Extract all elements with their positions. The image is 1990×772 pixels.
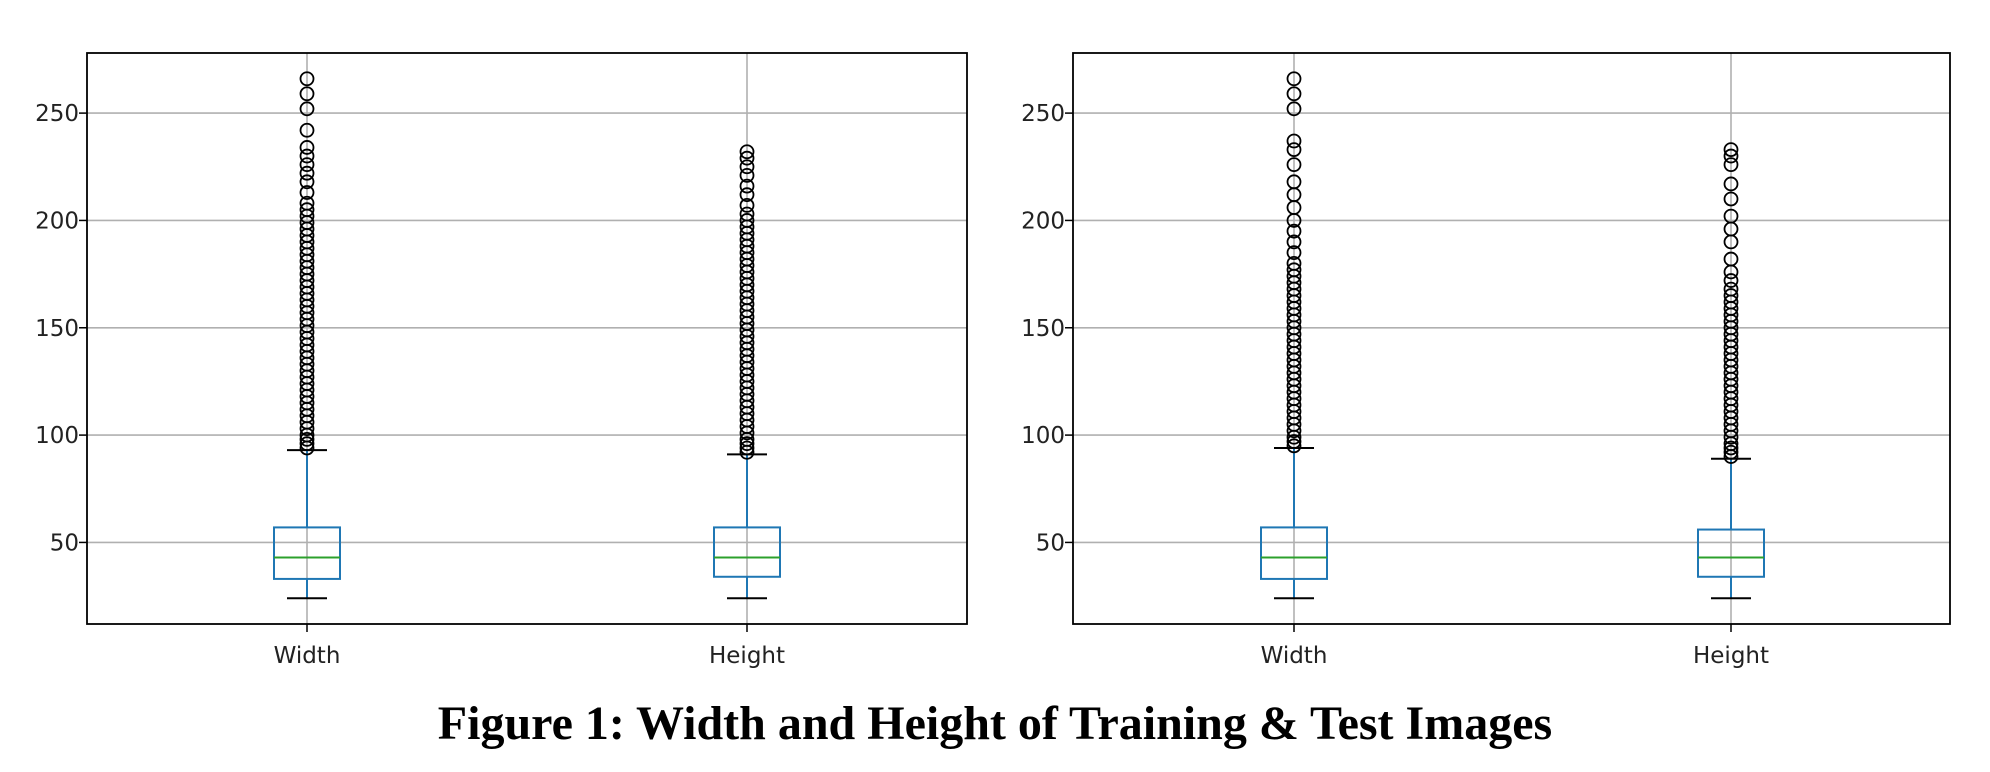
panel2-y-tick-label: 250: [1021, 101, 1065, 127]
panel2-axes-frame: [1072, 52, 1951, 625]
panel2-height-outlier-point: [1723, 157, 1739, 173]
panel1-width-outlier-point: [299, 436, 315, 452]
panel2-y-tick-label: 50: [1036, 530, 1065, 556]
panel2-height-outlier-point: [1723, 281, 1739, 297]
panel1-width-outlier-point: [299, 185, 315, 200]
panel2-width-outlier-point: [1286, 157, 1302, 173]
panel2-width-outlier-point: [1286, 101, 1302, 117]
panel2-width-outlier-point: [1286, 86, 1302, 102]
panel2-height-outlier-point: [1723, 191, 1739, 207]
panel1-height-outlier-point: [739, 440, 755, 456]
panel2-height-outlier-point: [1723, 176, 1739, 192]
panel1-height-outlier-point: [739, 159, 755, 175]
panel2-height-outlier-point: [1723, 288, 1739, 303]
panel2-height-outlier-point: [1723, 148, 1739, 164]
panel2-y-tick-label: 150: [1021, 316, 1065, 342]
panel1-width-outlier-point: [299, 122, 315, 138]
panel1-height-box: [713, 526, 781, 578]
panel2-width-outlier-point: [1286, 174, 1302, 190]
boxplot-figure: 50 100 150 200 250 Width Height 50 100 150 200 250 W…: [35, 52, 1951, 669]
figure-caption: Figure 1: Width and Height of Training &…: [437, 697, 1553, 750]
panel1-width-outlier-point: [299, 148, 315, 164]
panel1-height-outlier-point: [739, 167, 755, 183]
panel1-width-outlier-point: [299, 71, 315, 87]
panel1-y-tick-label: 250: [35, 101, 79, 127]
panel1-x-tick-label: Height: [709, 643, 785, 669]
panel1-y-tick-label: 100: [35, 423, 79, 449]
panel2-y-tick-label: 200: [1021, 208, 1065, 234]
panel2-width-outlier-point: [1286, 71, 1302, 87]
panel1-height-outlier-point: [739, 198, 755, 213]
panel2-height-outlier-point: [1723, 142, 1739, 157]
panel1-height-outlier-point: [739, 150, 755, 166]
panel2-width-outlier-point: [1286, 133, 1302, 149]
panel2-width-box: [1260, 526, 1328, 580]
panel2-width-outlier-point: [1286, 262, 1302, 278]
panel1-width-outlier-point: [299, 140, 315, 155]
panel1-height-outlier-point: [739, 213, 755, 228]
panel1-width-outlier-point: [299, 174, 315, 190]
panel1-axes-frame: [86, 52, 968, 625]
panel1-height-outlier-point: [739, 178, 755, 194]
panel1-width-outlier-point: [299, 157, 315, 173]
panel2-height-outlier-point: [1723, 444, 1739, 460]
panel2-height-box: [1697, 528, 1765, 578]
panel2-width-outlier-point: [1286, 234, 1302, 250]
panel2-width-outlier-point: [1286, 255, 1302, 271]
panel2-height-outlier-point: [1723, 273, 1739, 288]
panel1-width-outlier-point: [299, 165, 315, 181]
panel1-height-outlier-point: [739, 206, 755, 222]
panel2-width-outlier-point: [1286, 223, 1302, 239]
panel2-x-tick-label: Width: [1261, 643, 1328, 669]
panel2-width-outlier-point: [1286, 245, 1302, 261]
panel1-width-box: [273, 526, 341, 580]
panel1-height-outlier-point: [739, 187, 755, 203]
panel2-width-outlier-point: [1286, 142, 1302, 157]
panel1-width-outlier-point: [299, 101, 315, 117]
panel2-height-outlier-point: [1723, 251, 1739, 267]
panel1-width-outlier-point: [299, 202, 315, 218]
panel2-height-outlier-point: [1723, 208, 1739, 224]
panel1-x-tick-label: Width: [274, 643, 341, 669]
panel2-width-outlier-point: [1286, 434, 1302, 449]
panel1-height-outlier-point: [739, 144, 755, 160]
panel2-x-tick-label: Height: [1693, 643, 1769, 669]
panel1-y-tick-label: 200: [35, 208, 79, 234]
panel1-width-outlier-point: [299, 431, 315, 447]
panel1-height-outlier-point: [739, 436, 755, 452]
panel1-y-tick-label: 150: [35, 316, 79, 342]
panel2-y-tick-label: 100: [1021, 423, 1065, 449]
panel1-width-outlier-point: [299, 195, 315, 211]
panel2-height-outlier-point: [1723, 440, 1739, 456]
panel1-width-outlier-point: [299, 86, 315, 102]
panel2-width-outlier-point: [1286, 438, 1302, 454]
panel1-y-tick-label: 50: [50, 530, 79, 556]
